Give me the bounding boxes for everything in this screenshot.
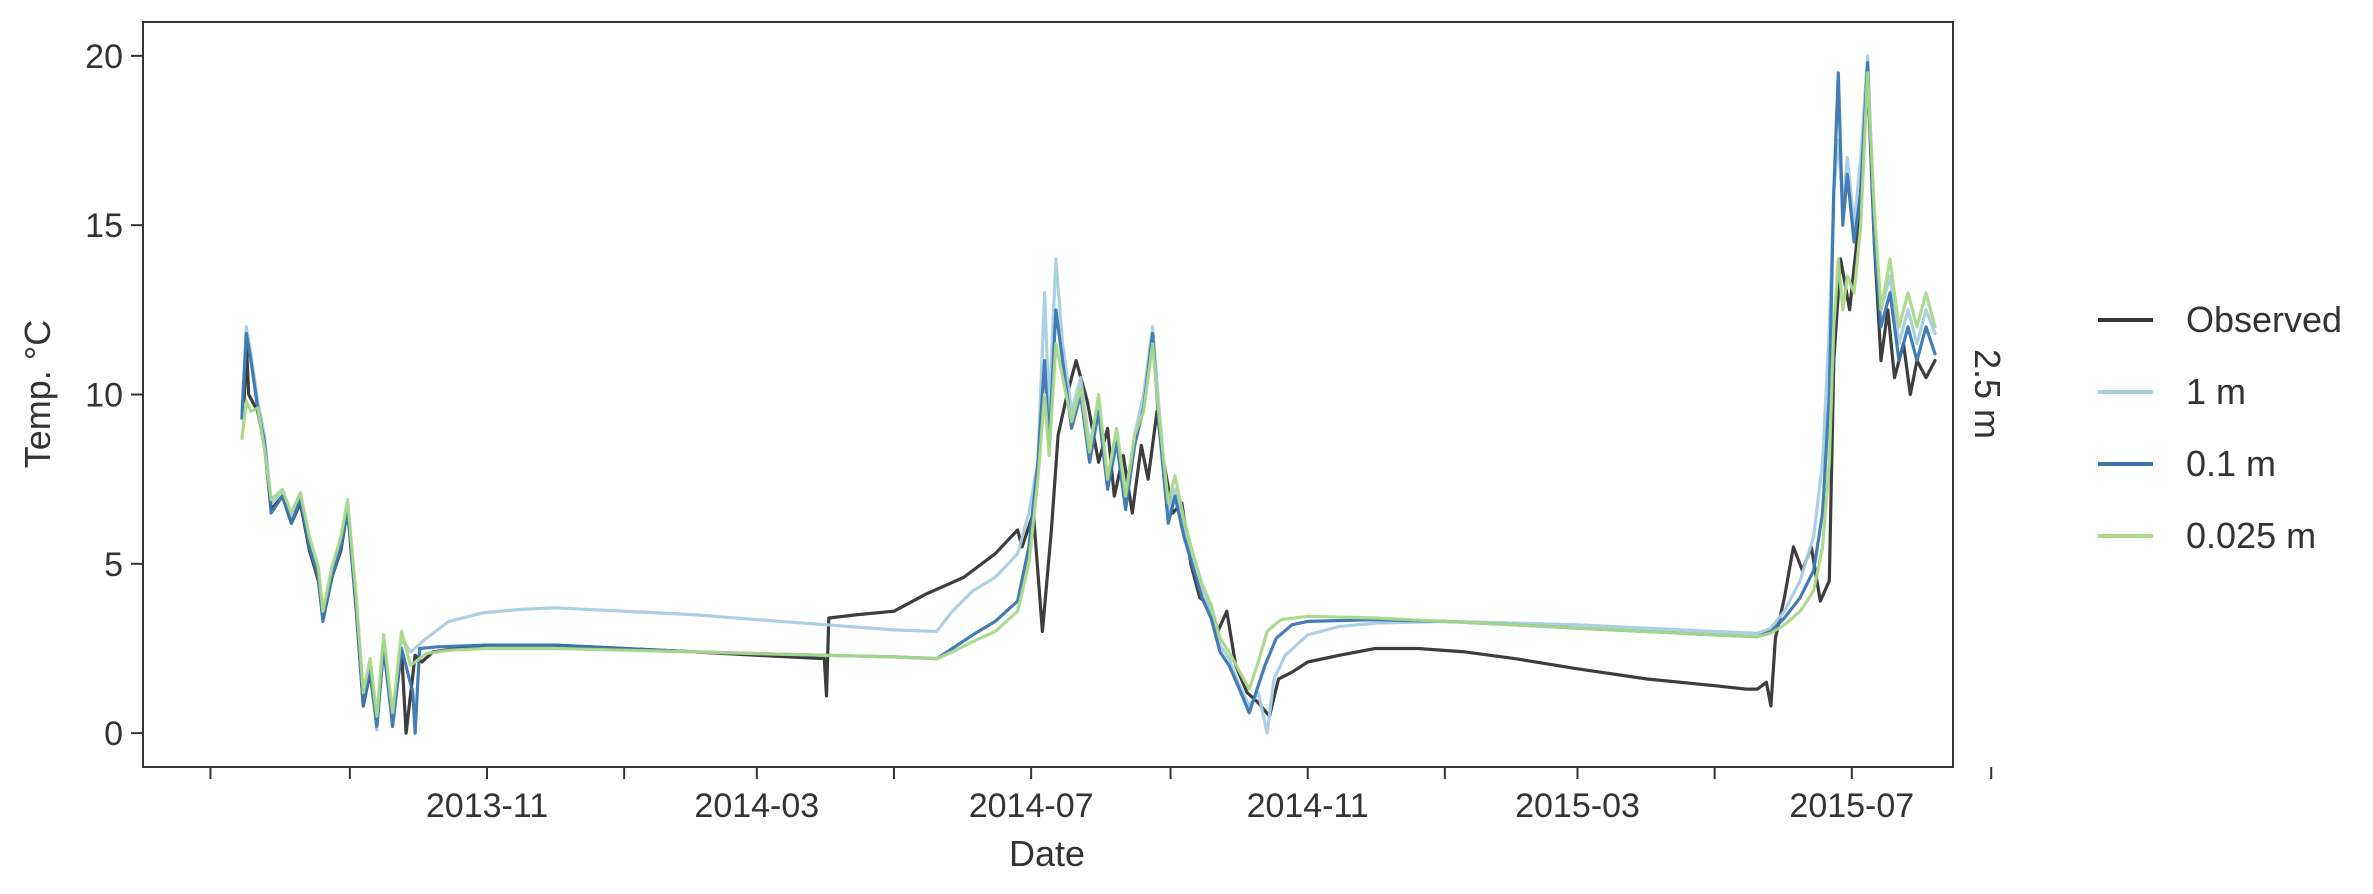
series-layer [240, 54, 1937, 735]
x-axis: 2013-11 2014-03 2014-07 2014-11 2015-03 2015-… [209, 767, 1993, 825]
y-tick-label: 20 [85, 38, 123, 76]
x-tick-label: 2014-07 [969, 787, 1094, 825]
legend-label: 0.1 m [2186, 443, 2276, 484]
x-tick-label: 2014-11 [1247, 787, 1369, 825]
x-tick-label: 2015-03 [1515, 787, 1640, 825]
x-tick-label: 2015-07 [1789, 787, 1914, 825]
y-axis: 0 5 10 15 20 [85, 38, 143, 753]
legend-label: 1 m [2186, 371, 2246, 412]
x-axis-label: Date [1009, 833, 1085, 874]
y-tick-label: 15 [85, 207, 123, 245]
legend-label: 0.025 m [2186, 515, 2316, 556]
x-tick-label: 2014-03 [694, 787, 819, 825]
facet-strip-label: 2.5 m [1967, 349, 2008, 439]
series-line-0-025-m [240, 71, 1937, 718]
x-tick-label: 2013-11 [426, 787, 548, 825]
series-line-0-1-m [240, 60, 1937, 735]
y-tick-label: 5 [104, 546, 123, 584]
y-tick-label: 0 [104, 715, 123, 753]
y-axis-label: Temp. °C [17, 320, 58, 468]
legend: Observed 1 m 0.1 m 0.025 m [2098, 299, 2342, 556]
y-tick-label: 10 [85, 377, 123, 415]
legend-label: Observed [2186, 299, 2342, 340]
